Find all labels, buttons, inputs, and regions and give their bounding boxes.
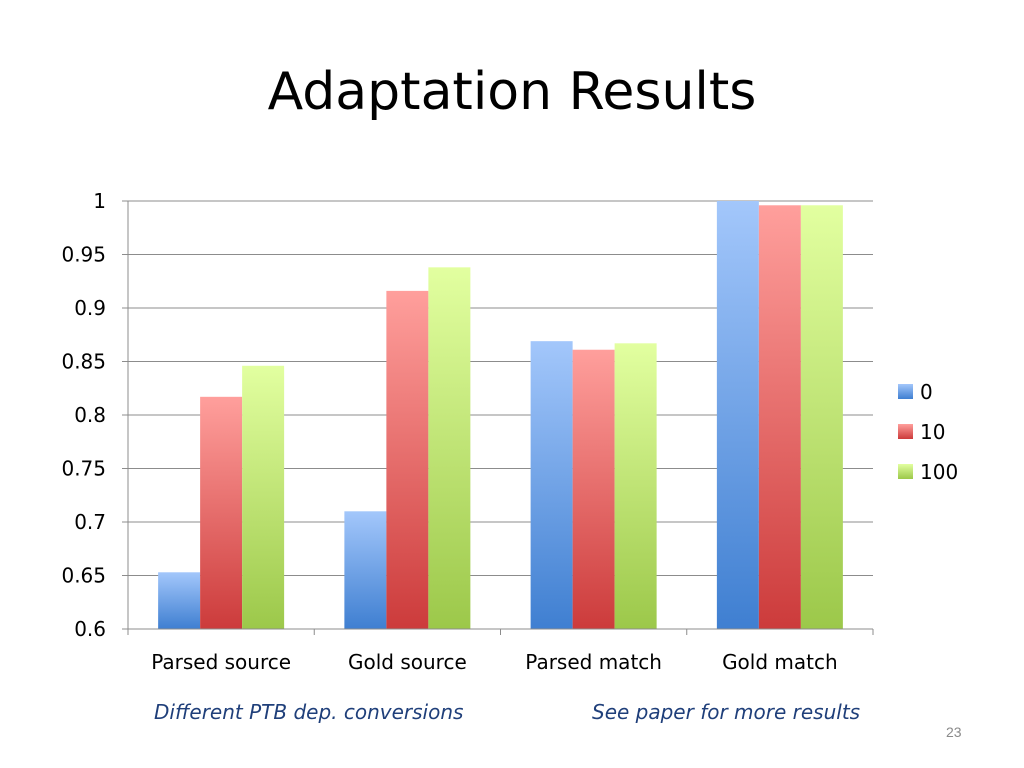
bar-gold-match-series-10 (758, 205, 801, 629)
y-tick-label: 1 (93, 189, 106, 213)
legend-label: 0 (920, 380, 933, 404)
bar-parsed-source-series-10 (200, 396, 243, 629)
bar-parsed-match-series-10 (572, 349, 615, 629)
x-tick-label: Parsed source (151, 650, 291, 674)
legend-swatch (898, 424, 913, 439)
bar-gold-source-series-10 (386, 290, 429, 629)
bar-parsed-match-series-0 (530, 341, 573, 629)
footnote-conversions: Different PTB dep. conversions (154, 700, 464, 724)
footnote-more-results: See paper for more results (592, 700, 861, 724)
legend-swatch (898, 464, 913, 479)
bar-gold-match-series-0 (716, 201, 759, 629)
legend-label: 100 (920, 460, 958, 484)
legend: 0 10 100 (898, 380, 958, 484)
page-number: 23 (946, 724, 962, 740)
y-tick-label: 0.85 (61, 350, 106, 374)
y-tick-label: 0.65 (61, 564, 106, 588)
legend-label: 10 (920, 420, 945, 444)
y-tick-label: 0.8 (74, 403, 106, 427)
legend-swatch (898, 384, 913, 399)
bars (158, 201, 843, 629)
y-tick-label: 0.75 (61, 457, 106, 481)
y-tick-label: 0.7 (74, 510, 106, 534)
slide-title: Adaptation Results (267, 62, 757, 122)
bar-gold-source-series-0 (344, 511, 387, 629)
bar-parsed-source-series-0 (158, 572, 201, 629)
x-tick-label: Parsed match (525, 650, 662, 674)
x-tick-label: Gold match (722, 650, 838, 674)
y-tick-label: 0.9 (74, 296, 106, 320)
bar-gold-match-series-100 (800, 205, 843, 629)
bar-gold-source-series-100 (428, 267, 471, 629)
axes: 0.6 0.65 0.7 0.75 0.8 0.85 0.9 0.95 1 Parsed sour… (61, 189, 874, 674)
y-tick-label: 0.95 (61, 243, 106, 267)
bar-parsed-source-series-100 (242, 365, 285, 629)
x-tick-label: Gold source (348, 650, 467, 674)
y-tick-label: 0.6 (74, 617, 106, 641)
bar-parsed-match-series-100 (614, 343, 657, 629)
